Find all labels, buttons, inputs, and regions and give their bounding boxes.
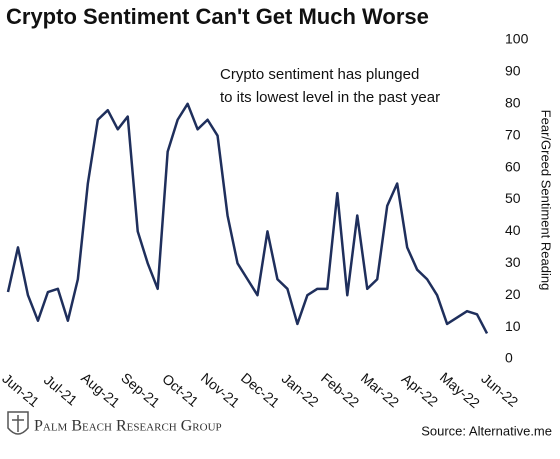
y-tick-label: 50	[505, 190, 521, 206]
annotation: to its lowest level in the past year	[220, 89, 440, 106]
y-tick-label: 10	[505, 318, 521, 334]
x-tick-label: Mar-22	[358, 370, 402, 411]
x-tick-label: Oct-21	[159, 370, 202, 409]
x-tick-label: Nov-21	[198, 369, 243, 410]
y-tick-label: 80	[505, 95, 521, 111]
x-tick-label: Feb-22	[318, 370, 362, 411]
y-tick-label: 100	[505, 31, 529, 47]
y-axis-label: Fear/Greed Sentiment Reading	[539, 110, 554, 291]
y-tick-label: 0	[505, 350, 513, 366]
y-tick-label: 30	[505, 254, 521, 270]
x-tick-label: Jan-22	[279, 370, 322, 410]
x-tick-label: Sep-21	[118, 369, 163, 410]
x-tick-label: Dec-21	[238, 369, 283, 410]
annotation: Crypto sentiment has plunged	[220, 66, 419, 83]
y-tick-label: 90	[505, 63, 521, 79]
x-tick-label: Jun-22	[478, 370, 521, 410]
line	[6, 102, 489, 335]
y-tick-label: 20	[505, 286, 521, 302]
x-tick-label: May-22	[437, 369, 483, 411]
source: Source: Alternative.me	[421, 423, 552, 438]
y-tick-label: 40	[505, 222, 521, 238]
y-tick-label: 70	[505, 126, 521, 142]
x-tick-label: Aug-21	[78, 369, 123, 410]
brand: Palm Beach Research Group	[34, 418, 222, 435]
y-tick-label: 60	[505, 158, 521, 174]
logo	[7, 411, 29, 435]
x-tick-label: Apr-22	[399, 370, 442, 409]
x-tick-label: Jun-21	[0, 370, 43, 410]
chart-title: Crypto Sentiment Can't Get Much Worse	[6, 4, 429, 29]
x-tick-label: Jul-21	[41, 372, 81, 409]
